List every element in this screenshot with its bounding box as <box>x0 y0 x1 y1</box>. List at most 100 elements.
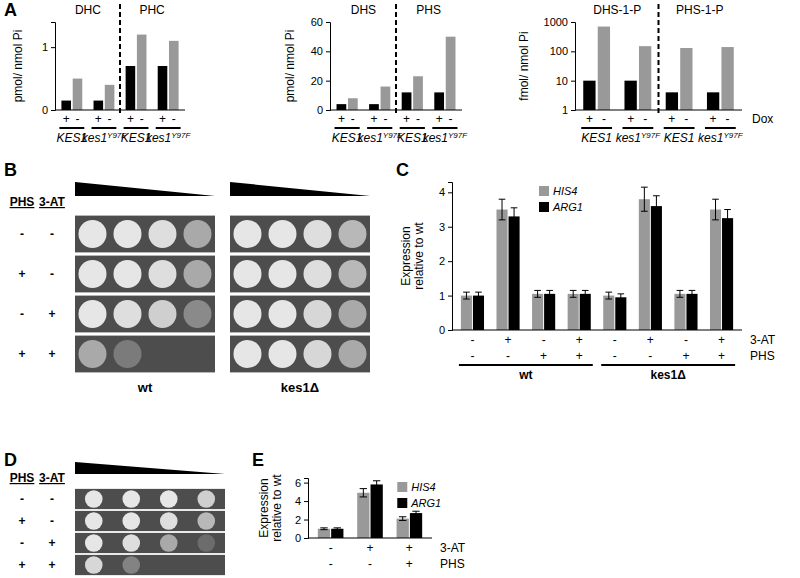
error-bar-cap <box>605 299 612 300</box>
error-bar <box>677 290 684 297</box>
panel: 01234Expressionrelative to wt-+-+-+-+3-A… <box>396 160 776 382</box>
spot <box>85 490 103 508</box>
bar <box>446 37 456 110</box>
bar <box>639 46 651 110</box>
condition-value: - <box>20 492 24 506</box>
error-bar-cap <box>334 527 341 528</box>
error-bar-cap <box>373 488 380 489</box>
tick-mark <box>448 227 452 228</box>
strain-label: kes1Δ <box>281 380 319 395</box>
plate-strip <box>75 489 225 509</box>
tick: 20 <box>311 75 330 87</box>
y-axis: 01 <box>42 23 56 117</box>
legend-swatch <box>539 186 549 196</box>
condition-value: + <box>682 349 689 363</box>
condition-value: - <box>329 541 333 555</box>
spot <box>149 340 177 368</box>
bar <box>544 294 555 330</box>
spot <box>160 556 178 574</box>
error-bar-line <box>679 290 680 297</box>
error-bar-line <box>727 210 728 227</box>
panel-title: PHC <box>139 3 165 17</box>
tick: 4 <box>295 495 308 507</box>
dilution-wedge <box>75 182 215 196</box>
error-bar-cap <box>546 290 553 291</box>
spot <box>149 260 177 288</box>
group-underline <box>622 127 653 129</box>
error-bar <box>689 290 696 297</box>
error-bar-cap <box>677 290 684 291</box>
error-bar-cap <box>360 488 367 489</box>
tick: 1000 <box>544 16 575 28</box>
y-axis-line <box>304 479 309 539</box>
error-bar-cap <box>499 199 506 200</box>
condition-value: - <box>470 333 474 347</box>
tick: 0 <box>42 104 55 116</box>
figure: 01pmol/ nmol Pi+-+-+-+-KES1kes1Y97FKES1k… <box>0 0 800 578</box>
condition-value: + <box>718 349 725 363</box>
error-bar-line <box>466 292 467 299</box>
error-bar-line <box>656 196 657 217</box>
spot <box>79 340 107 368</box>
bar <box>461 296 472 330</box>
legend-label: HIS4 <box>553 185 577 197</box>
spot <box>184 340 212 368</box>
bar <box>532 294 543 330</box>
panel-label: E <box>252 450 264 470</box>
error-bar-cap <box>373 480 380 481</box>
error-bar-cap <box>334 529 341 530</box>
panel: PHS-+-+3-AT--++wtkes1ΔB <box>4 160 370 395</box>
plate-strip <box>75 256 215 293</box>
category-label: + <box>127 112 134 126</box>
spot <box>184 260 212 288</box>
bar <box>496 210 507 330</box>
category-label: - <box>602 112 606 126</box>
group-label-text: KES1 <box>581 131 612 145</box>
error-bar-line <box>549 290 550 297</box>
error-bar-cap <box>582 297 589 298</box>
error-bar-cap <box>653 195 660 196</box>
bar <box>397 519 409 538</box>
spot <box>269 300 297 328</box>
separator <box>119 4 121 114</box>
tick-mark <box>51 110 55 111</box>
spot <box>339 340 367 368</box>
condition-value: + <box>18 514 25 528</box>
condition-value: - <box>470 349 474 363</box>
error-bar-line <box>573 290 574 297</box>
strain-label: wt <box>137 380 153 395</box>
condition-value: + <box>647 333 654 347</box>
y-axis-line <box>448 183 453 331</box>
tick-mark <box>304 483 308 484</box>
spot <box>85 512 103 530</box>
error-bar <box>475 292 482 299</box>
condition-header: 3-AT <box>39 195 65 209</box>
error-bar-line <box>478 292 479 299</box>
tick: 0 <box>439 324 452 336</box>
y-axis-title: Expression <box>399 226 413 285</box>
condition-value: - <box>20 227 24 241</box>
spot <box>79 300 107 328</box>
tick-mark <box>448 261 452 262</box>
bar <box>580 294 591 330</box>
group-underline <box>400 127 425 129</box>
condition-name: 3-AT <box>440 541 466 555</box>
group-label-text: kes1 <box>82 131 107 145</box>
tick: 0 <box>317 104 330 116</box>
error-bar-cap <box>511 207 518 208</box>
group-underline <box>59 127 84 129</box>
error-bar-cap <box>605 292 612 293</box>
tick-label: 1 <box>42 41 48 53</box>
error-bar-cap <box>570 297 577 298</box>
error-bar <box>641 187 648 211</box>
tick-label: 1 <box>562 104 568 116</box>
category-label: + <box>338 112 345 126</box>
y-axis-title: relative to wt <box>412 222 426 290</box>
category-label: + <box>627 112 634 126</box>
tick-label: 4 <box>439 186 445 198</box>
condition-value: - <box>542 333 546 347</box>
category-label: + <box>436 112 443 126</box>
condition-value: - <box>329 557 333 571</box>
condition-value: + <box>576 333 583 347</box>
condition-value: - <box>613 349 617 363</box>
